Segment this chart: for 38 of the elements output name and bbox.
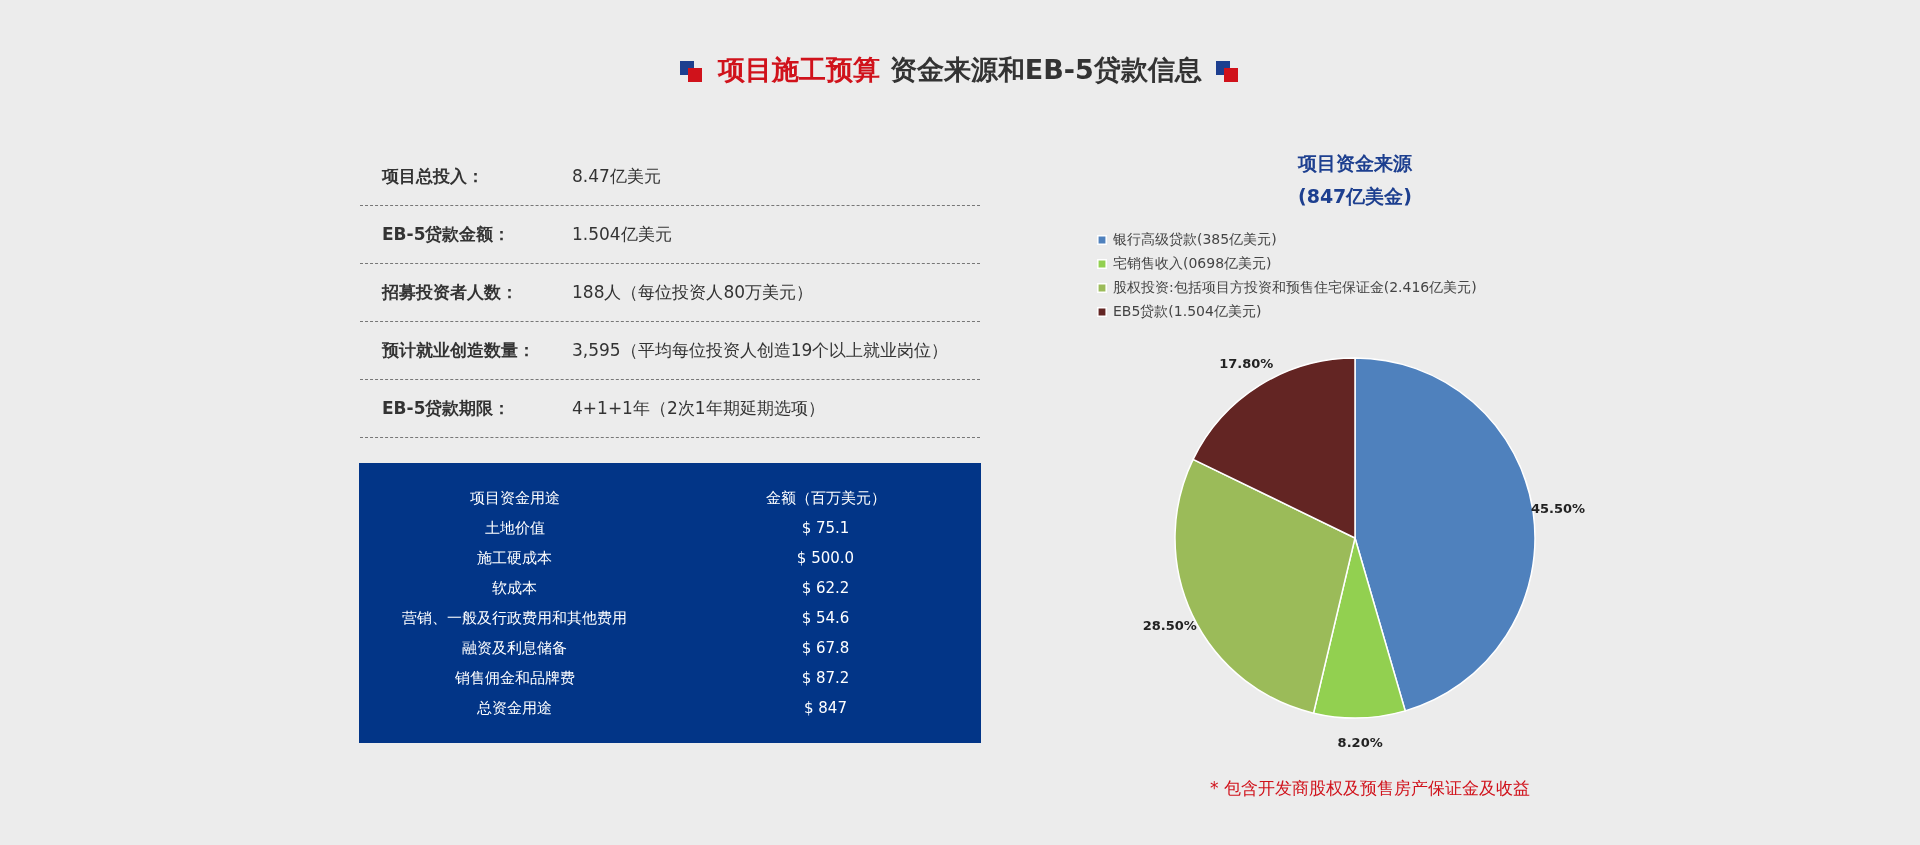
text: 招募投资者人数： [380,281,519,304]
text: 项目施工预算 资金来源和EB-5贷款信息 [716,53,1203,87]
text: $ 75.1 [800,519,851,537]
text: EB-5贷款期限： [381,397,512,420]
text: 销售佣金和品牌费 [453,668,576,688]
text: $ 87.2 [800,669,851,687]
text: $ 847 [803,699,848,717]
text: 软成本 [491,578,538,598]
data-label: 17.80% [1219,356,1274,372]
text: 项目资金用途 [468,488,561,508]
text: 融资及利息储备 [461,638,568,658]
text: 1.504亿美元 [572,223,672,246]
legend-label: EB5贷款(1.504亿美元) [1113,303,1262,319]
text: $ 62.2 [800,579,851,597]
text: $ 67.8 [800,639,851,657]
legend-label: 股权投资:包括项目方投资和预售住宅保证金(2.416亿美元) [1113,279,1477,295]
data-label: 45.50% [1530,501,1586,517]
text: 营销、一般及行政费用和其他费用 [401,608,628,628]
text: * 包含开发商股权及预售房产保证金及收益 [1209,777,1531,800]
text: 项目总投入： [380,165,485,188]
legend-label: 宅销售收入(0698亿美元) [1113,255,1272,271]
text: 土地价值 [483,518,546,538]
text: EB-5贷款金额： [381,223,512,246]
data-label: 28.50% [1142,617,1197,633]
text: 总资金用途 [476,698,553,718]
text: $ 500.0 [795,549,856,567]
text: 8.47亿美元 [572,165,661,188]
text: $ 54.6 [800,609,851,627]
text: 金额（百万美元） [764,488,887,508]
text: 预计就业创造数量： [380,339,536,362]
chart-title: 项目资金来源 [1297,152,1413,174]
text: 188人（每位投资人80万美元） [572,281,814,304]
data-label: 8.20% [1337,734,1383,750]
text: 4+1+1年（2次1年期延期选项） [572,397,825,420]
text: 3,595（平均每位投资人创造19个以上就业岗位） [572,339,949,362]
chart-subtitle: (847亿美金) [1297,185,1413,207]
legend-label: 银行高级贷款(385亿美元) [1112,231,1277,247]
text: 施工硬成本 [476,548,553,568]
